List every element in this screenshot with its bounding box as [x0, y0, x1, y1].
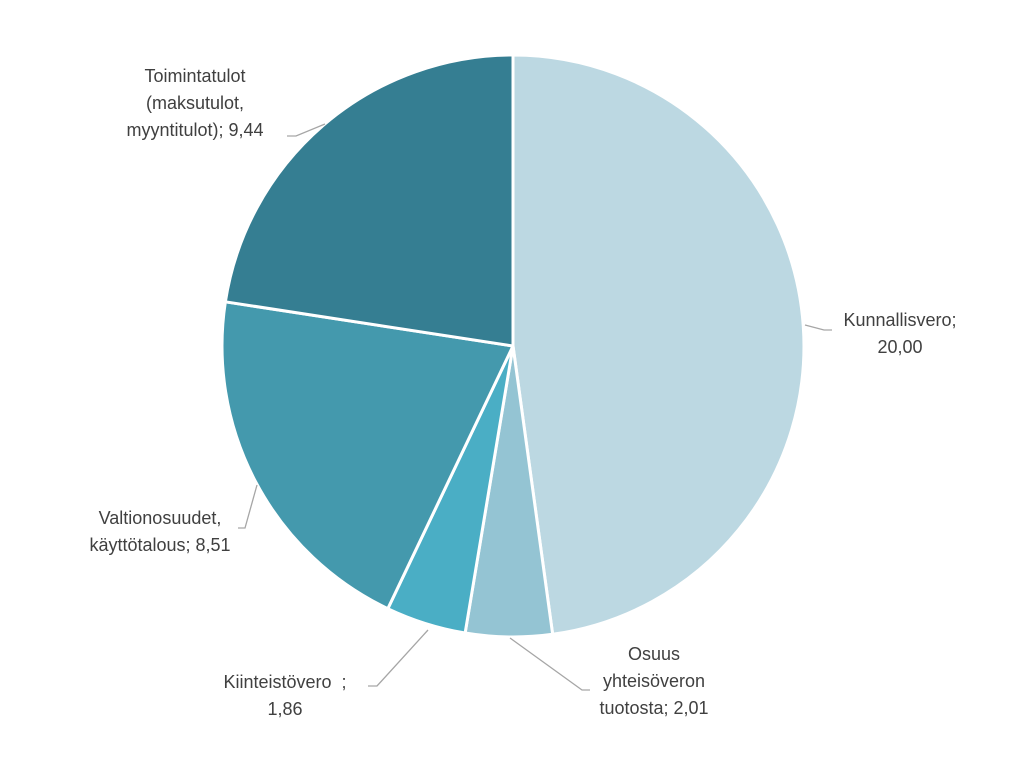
leader-line-1 — [804, 324, 832, 331]
leader-line-2 — [509, 637, 590, 691]
data-labels: Kunnallisvero; 20,00 Osuus yhteisöveron tuot… — [89, 66, 956, 719]
pie-slice-5 — [223, 53, 515, 348]
pie-slices — [220, 53, 806, 639]
data-label-5: Toimintatulot (maksutulot, myyntitulot); 9… — [126, 66, 263, 140]
leader-line-3 — [368, 629, 429, 687]
pie-slice-1 — [511, 53, 806, 636]
data-label-line: Kiinteistövero ; — [223, 672, 346, 692]
data-label-line: tuotosta; 2,01 — [599, 698, 708, 718]
data-label-1: Kunnallisvero; 20,00 — [843, 310, 956, 357]
leader-line-4 — [238, 484, 258, 529]
data-label-line: (maksutulot, — [146, 93, 244, 113]
data-label-line: 1,86 — [267, 699, 302, 719]
data-label-line: Valtionosuudet, — [99, 508, 222, 528]
data-label-line: yhteisöveron — [603, 671, 705, 691]
pie-slice-4 — [220, 300, 515, 611]
leader-line-5 — [287, 123, 326, 137]
data-label-3: Kiinteistövero ; 1,86 — [223, 672, 346, 719]
data-label-line: käyttötalous; 8,51 — [89, 535, 230, 555]
data-label-line: myyntitulot); 9,44 — [126, 120, 263, 140]
leader-lines — [238, 123, 832, 691]
data-label-line: Osuus — [628, 644, 680, 664]
data-label-line: Kunnallisvero; — [843, 310, 956, 330]
data-label-4: Valtionosuudet, käyttötalous; 8,51 — [89, 508, 230, 555]
data-label-line: 20,00 — [877, 337, 922, 357]
data-label-2: Osuus yhteisöveron tuotosta; 2,01 — [599, 644, 708, 718]
data-label-line: Toimintatulot — [144, 66, 245, 86]
